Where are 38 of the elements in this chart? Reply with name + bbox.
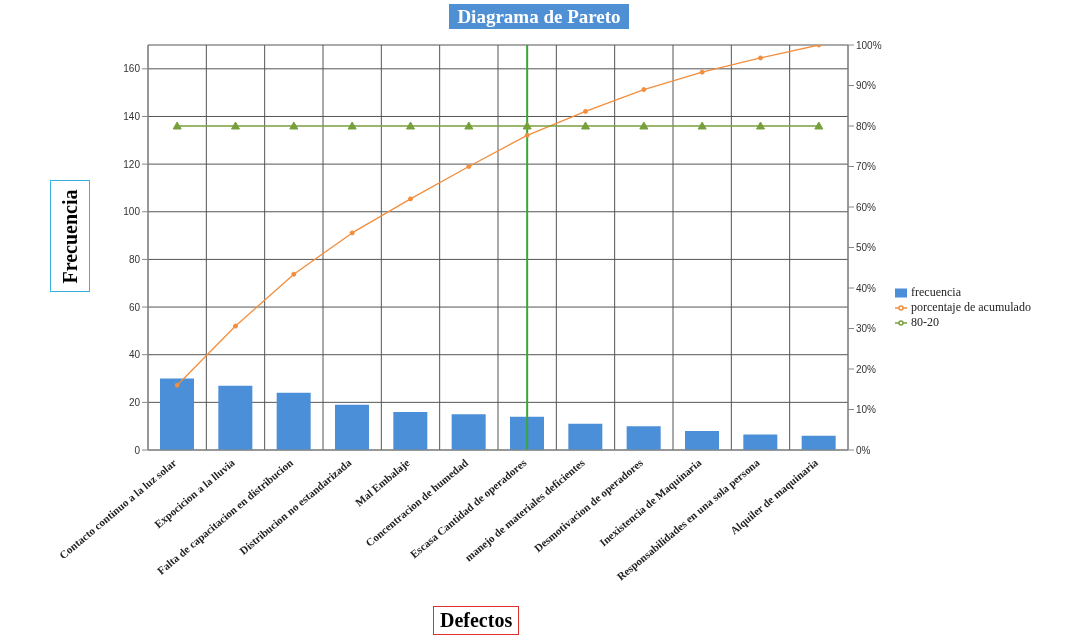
chart-title: Diagrama de Pareto [449, 4, 629, 29]
y-tick-label: 80 [128, 253, 141, 265]
y2-tick-label: 40% [856, 282, 877, 294]
bar [218, 385, 253, 450]
bar [743, 434, 778, 450]
y-tick-label: 120 [123, 158, 141, 170]
y2-tick-label: 90% [856, 80, 877, 92]
bar [393, 411, 428, 450]
y-axis-title: Frecuencia [58, 188, 82, 284]
y-tick-label: 100 [123, 206, 141, 218]
bar [626, 426, 661, 450]
y2-tick-label: 30% [856, 323, 877, 335]
legend-label: porcentaje de acumulado [911, 300, 1031, 314]
y-tick-label: 160 [123, 63, 141, 75]
bar [160, 378, 194, 450]
legend-label: frecuencia [911, 285, 961, 299]
y2-tick-label: 80% [856, 120, 877, 132]
y2-tick-label: 70% [856, 161, 877, 173]
legend-label: 80-20 [911, 315, 939, 329]
x-axis-title: Defectos [433, 606, 520, 635]
y-tick-label: 40 [128, 349, 141, 361]
y-tick-label: 140 [123, 111, 141, 123]
y-tick-label: 20 [128, 396, 141, 408]
bar [451, 414, 486, 450]
bar [335, 404, 369, 450]
y2-tick-label: 10% [856, 404, 877, 416]
y2-tick-label: 0% [856, 444, 871, 456]
y2-tick-label: 50% [856, 242, 877, 254]
y-tick-label: 0 [134, 444, 141, 456]
y2-tick-label: 20% [856, 363, 877, 375]
y2-tick-label: 100% [856, 39, 882, 51]
y2-tick-label: 60% [856, 201, 877, 213]
bar [510, 416, 544, 450]
bar [685, 430, 719, 450]
bar [801, 435, 836, 450]
bar [276, 392, 311, 450]
bar [568, 423, 603, 450]
y-tick-label: 60 [128, 301, 141, 313]
